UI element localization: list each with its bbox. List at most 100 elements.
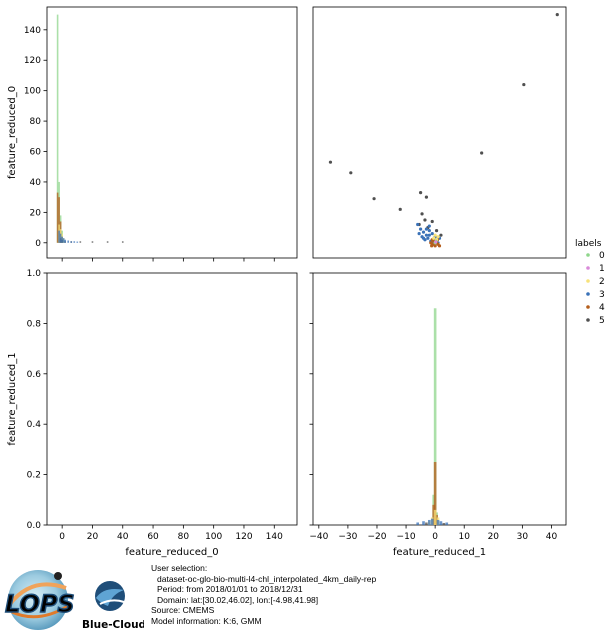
y-tick-label: 0.8: [27, 319, 42, 329]
scatter-point: [430, 244, 434, 248]
y-tick-label: 20: [30, 208, 42, 218]
y-axis-label: feature_reduced_1: [7, 352, 18, 445]
histogram-bar: [121, 241, 124, 243]
histogram-bar: [433, 509, 437, 525]
scatter-point: [427, 233, 431, 237]
info-source: Source: CMEMS: [151, 605, 215, 616]
scatter-point: [417, 232, 421, 236]
y-tick-label: 1.0: [27, 269, 42, 279]
x-tick-label: 40: [117, 532, 129, 542]
x-axis-label: feature_reduced_1: [393, 547, 486, 558]
legend-marker: [586, 266, 590, 270]
histogram-bar: [432, 504, 435, 525]
legend-label: 1: [599, 264, 605, 274]
histogram-bar: [58, 197, 60, 243]
x-tick-label: 100: [205, 532, 222, 542]
histogram-bar: [91, 241, 94, 243]
info-period: Period: from 2018/01/01 to 2018/12/31: [157, 584, 303, 595]
x-tick-label: 40: [546, 532, 558, 542]
histogram-bar: [425, 522, 428, 525]
x-tick-label: 10: [458, 532, 470, 542]
histogram-bar: [445, 522, 449, 525]
y-tick-label: 60: [30, 148, 42, 158]
x-axis-label: feature_reduced_0: [125, 547, 218, 558]
scatter-point: [432, 236, 436, 240]
x-tick-label: 0: [432, 532, 438, 542]
legend-marker: [586, 279, 590, 283]
histogram-bar: [416, 522, 419, 525]
x-tick-label: 60: [147, 532, 159, 542]
legend-label: 2: [599, 277, 605, 287]
info-dataset: dataset-oc-glo-bio-multi-l4-chl_interpol…: [157, 573, 377, 584]
scatter-point: [434, 229, 439, 233]
histogram-bar: [59, 233, 62, 243]
legend-marker: [586, 305, 590, 309]
scatter-point: [420, 212, 424, 216]
panel-bottom-right: −40 −30 −20 −10 0 10 20 30 40 feature_reduced_1: [309, 272, 567, 558]
y-tick-label: 120: [24, 56, 41, 66]
panel-frame: [312, 272, 567, 526]
x-tick-label: 30: [517, 532, 529, 542]
scatter-point: [427, 224, 431, 228]
scatter-point: [372, 197, 376, 201]
panel-frame: [312, 6, 567, 259]
panel-frame: [46, 6, 298, 259]
scatter-point: [424, 233, 429, 237]
histogram-bar: [70, 241, 73, 243]
y-tick-label: 140: [24, 26, 41, 36]
info-domain: Domain: lat:[30.02,46.02], lon:[-4.98,41…: [157, 594, 319, 605]
panel-bottom-left: 0.0 0.2 0.4 0.6 0.8 1.0 0 20 40 60 80 100 120 140 feat…: [7, 269, 298, 558]
scatter-point: [430, 219, 434, 224]
y-tick-label: 100: [24, 87, 41, 97]
legend: labels 0 1 2 3 4 5: [575, 239, 605, 326]
legend-label: 3: [599, 290, 605, 300]
legend-marker: [586, 318, 590, 322]
scatter-point: [421, 230, 426, 234]
scatter-point: [424, 195, 429, 199]
scatter-point: [433, 233, 437, 237]
scatter-point: [418, 227, 423, 231]
info-line: User selection:: [151, 563, 208, 573]
legend-marker: [586, 292, 590, 296]
histogram-bar: [56, 192, 59, 243]
y-tick-label: 0.0: [27, 521, 42, 531]
scatter-point: [328, 160, 333, 164]
histogram-bar: [73, 241, 76, 243]
x-tick-label: 20: [488, 532, 500, 542]
scatter-point: [349, 171, 353, 175]
y-tick-label: 0.6: [27, 370, 42, 380]
x-tick-label: 20: [87, 532, 99, 542]
x-tick-label: 80: [178, 532, 190, 542]
histogram-bar: [439, 521, 443, 525]
model-info: User selection: dataset-oc-glo-bio-multi…: [151, 563, 376, 627]
histogram-bar: [442, 522, 446, 525]
scatter-point: [418, 190, 423, 195]
x-tick-label: 140: [266, 532, 283, 542]
legend-label: 0: [599, 251, 605, 261]
histogram-bar: [56, 14, 59, 243]
y-tick-label: 40: [30, 178, 42, 188]
scatter-point: [416, 222, 420, 227]
histogram-bar: [58, 230, 60, 243]
histogram-bar: [62, 238, 65, 243]
scatter-point: [427, 229, 431, 233]
histogram-bar: [61, 236, 63, 243]
histogram-bar: [435, 514, 438, 525]
pairplot-figure: 020406080100120140feature_reduced_00.00.…: [7, 6, 605, 558]
x-tick-label: −30: [338, 532, 357, 542]
scatter-point: [522, 82, 526, 87]
y-tick-label: 0.2: [27, 471, 41, 481]
scatter-point: [555, 13, 559, 17]
scatter-point: [423, 218, 427, 222]
panel-frame: [46, 272, 298, 526]
x-tick-label: −10: [397, 532, 416, 542]
legend-marker: [586, 253, 590, 257]
histogram-bar: [433, 308, 437, 525]
scatter-point: [424, 227, 429, 231]
info-model: Model information: K:6, GMM: [151, 615, 262, 626]
y-tick-label: 0.4: [27, 420, 42, 430]
x-tick-label: 0: [59, 532, 65, 542]
lops-logo: LOPS: [4, 570, 75, 630]
histogram-bar: [67, 240, 70, 243]
